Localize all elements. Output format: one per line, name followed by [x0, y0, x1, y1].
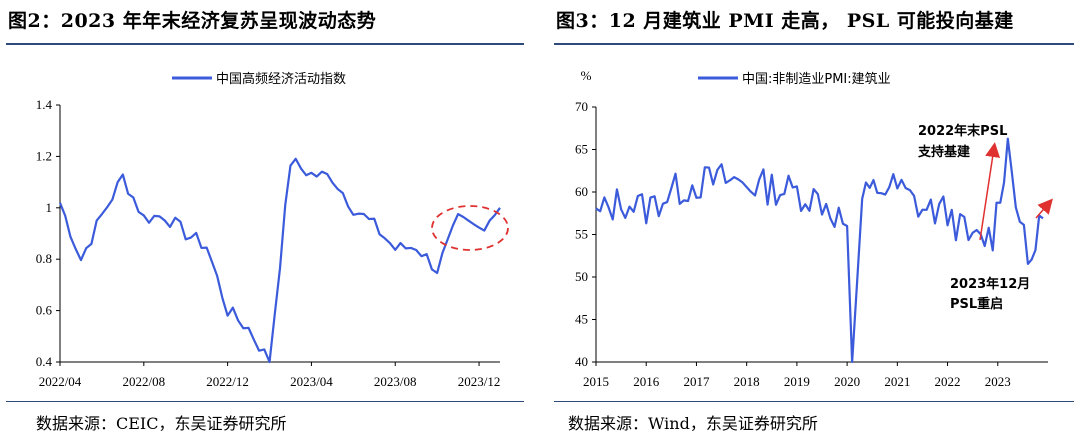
right-annotation-2023-line2: PSL重启 — [950, 296, 1003, 312]
right-x-tick-label: 2016 — [633, 374, 660, 389]
right-y-tick-label: 40 — [575, 354, 588, 369]
left-x-tick-label: 2023/08 — [374, 374, 417, 389]
right-series-line — [595, 137, 1044, 364]
left-chart-title: 图2：2023 年年末经济复苏呈现波动态势 — [8, 10, 377, 32]
left-legend-label: 中国高频经济活动指数 — [216, 71, 346, 87]
right-x-tick-label: 2021 — [884, 374, 910, 389]
left-x-tick-label: 2023/12 — [458, 374, 501, 389]
right-x-tick-label: 2015 — [583, 374, 609, 389]
left-y-tick-label: 0.4 — [36, 354, 53, 369]
right-annotation-2022-line2: 支持基建 — [917, 144, 970, 160]
left-chart: 0.4 0.6 0.8 1 1.2 1.4 2022/04 2022/08 2022/12 202… — [36, 71, 509, 389]
right-annotation-2023-line1: 2023年12月 — [950, 276, 1030, 292]
right-y-unit: % — [581, 68, 592, 83]
right-y-tick-label: 45 — [575, 312, 588, 327]
right-y-tick-label: 70 — [575, 99, 588, 114]
right-y-tick-label: 55 — [575, 227, 588, 242]
right-x-tick-label: 2023 — [985, 374, 1011, 389]
left-x-tick-label: 2022/04 — [39, 374, 82, 389]
left-y-tick-label: 0.8 — [36, 251, 52, 266]
left-y-tick-label: 0.6 — [36, 303, 53, 318]
right-arrow-2022 — [979, 142, 1001, 241]
right-arrow-2023 — [1035, 198, 1053, 219]
left-source-note: 数据来源：CEIC，东吴证券研究所 — [36, 414, 287, 433]
left-source-rule — [6, 401, 524, 402]
left-y-tick-label: 1.4 — [36, 97, 53, 112]
right-x-tick-label: 2018 — [734, 374, 760, 389]
right-annotation-2022-line1: 2022年末PSL — [918, 123, 1007, 139]
left-highlight-ellipse — [431, 205, 509, 251]
right-x-tick-label: 2019 — [784, 374, 810, 389]
right-x-tick-label: 2017 — [683, 374, 710, 389]
right-x-tick-label: 2020 — [834, 374, 860, 389]
left-panel: 图2：2023 年年末经济复苏呈现波动态势 0.4 0.6 0.8 1 1.2 1.4 20… — [0, 0, 530, 442]
left-series-line — [58, 157, 501, 364]
left-y-tick-label: 1 — [46, 200, 53, 215]
right-source-note: 数据来源：Wind，东吴证券研究所 — [568, 414, 818, 433]
right-title-rule — [554, 43, 1074, 45]
left-title-rule — [6, 43, 524, 45]
right-legend-label: 中国:非制造业PMI:建筑业 — [742, 71, 891, 87]
right-y-tick-label: 50 — [575, 269, 588, 284]
right-source-rule — [554, 401, 1074, 402]
right-chart: % 40 45 50 55 60 65 70 2015 2016 2017 2018 2019 2020 2… — [575, 68, 1053, 389]
left-y-tick-label: 1.2 — [36, 148, 52, 163]
left-x-tick-label: 2022/12 — [206, 374, 249, 389]
right-y-tick-label: 65 — [575, 142, 588, 157]
right-chart-title: 图3：12 月建筑业 PMI 走高， PSL 可能投向基建 — [556, 10, 1014, 32]
left-x-tick-label: 2023/04 — [290, 374, 333, 389]
right-panel: 图3：12 月建筑业 PMI 走高， PSL 可能投向基建 % 40 45 50 55 6… — [548, 0, 1080, 442]
right-x-tick-label: 2022 — [935, 374, 961, 389]
right-y-tick-label: 60 — [575, 184, 588, 199]
left-x-tick-label: 2022/08 — [122, 374, 165, 389]
